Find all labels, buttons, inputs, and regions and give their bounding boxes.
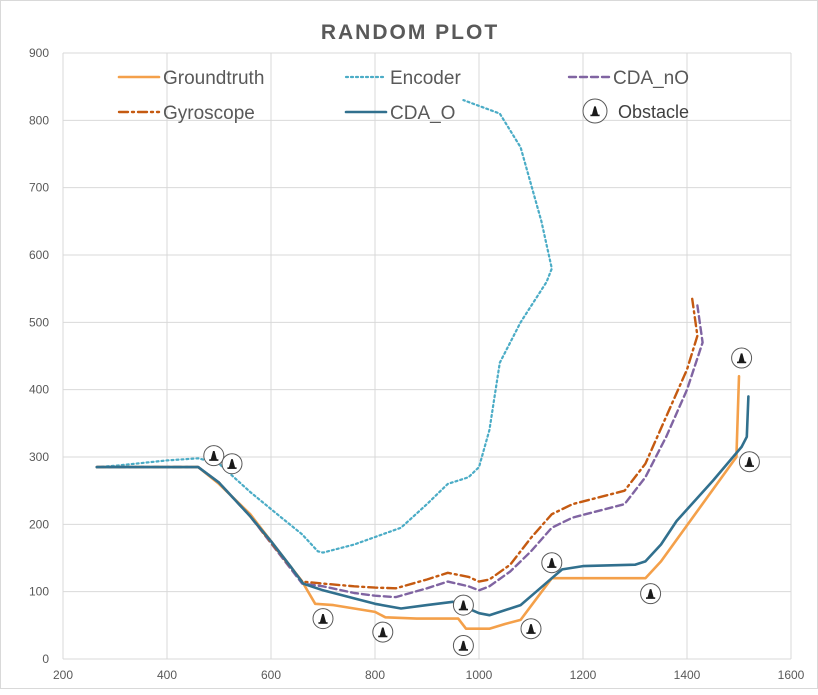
obstacle-icon bbox=[452, 635, 474, 657]
y-tick-label: 300 bbox=[29, 450, 49, 464]
obstacle-icon bbox=[738, 451, 760, 473]
obstacle-cone bbox=[210, 451, 217, 460]
obstacle-base bbox=[378, 635, 388, 638]
y-tick-label: 700 bbox=[29, 181, 49, 195]
y-tick-label: 200 bbox=[29, 517, 49, 531]
obstacle-cone bbox=[591, 106, 599, 116]
obstacle-cone bbox=[460, 640, 467, 650]
x-tick-label: 1600 bbox=[778, 668, 805, 682]
obstacles-layer bbox=[203, 347, 760, 657]
obstacle-icon bbox=[221, 453, 243, 475]
axes: 200 400 600 800 1000 1200 1400 1600 0 100 200 300 40… bbox=[29, 46, 805, 682]
legend-label: Groundtruth bbox=[163, 68, 264, 89]
obstacle-icon bbox=[541, 552, 563, 574]
obstacle-base bbox=[744, 465, 754, 467]
series-line-cda-o bbox=[95, 395, 750, 617]
series-line-cda-no bbox=[95, 304, 704, 599]
obstacle-base bbox=[458, 608, 468, 611]
legend-label: CDA_O bbox=[390, 103, 455, 124]
obstacle-base bbox=[547, 566, 557, 568]
obstacle-base bbox=[318, 622, 328, 624]
obstacle-icon bbox=[312, 608, 334, 630]
y-tick-label: 0 bbox=[42, 652, 49, 666]
obstacle-base bbox=[646, 597, 656, 599]
obstacle-cone bbox=[319, 614, 327, 623]
y-tick-label: 100 bbox=[29, 585, 49, 599]
y-tick-label: 800 bbox=[29, 113, 49, 127]
chart-title: RANDOM PLOT bbox=[321, 21, 499, 44]
obstacle-icon bbox=[203, 445, 225, 467]
obstacle-cone bbox=[647, 589, 654, 598]
obstacle-cone bbox=[746, 457, 753, 466]
obstacle-base bbox=[209, 459, 219, 461]
obstacle-icon bbox=[372, 621, 394, 643]
obstacle-icon bbox=[520, 618, 542, 640]
y-tick-label: 900 bbox=[29, 46, 49, 60]
obstacle-icon bbox=[640, 583, 662, 605]
x-tick-label: 400 bbox=[157, 668, 177, 682]
legend-label: CDA_nO bbox=[613, 68, 689, 89]
obstacle-base bbox=[227, 467, 237, 469]
series-line-gyroscope bbox=[95, 297, 699, 590]
y-tick-label: 400 bbox=[29, 383, 49, 397]
series-layer bbox=[95, 99, 750, 630]
legend-label: Gyroscope bbox=[163, 103, 255, 124]
y-tick-label: 600 bbox=[29, 248, 49, 262]
obstacle-icon bbox=[452, 594, 474, 616]
y-tick-label: 500 bbox=[29, 315, 49, 329]
x-tick-label: 600 bbox=[261, 668, 281, 682]
x-tick-label: 200 bbox=[53, 668, 73, 682]
x-tick-label: 1200 bbox=[570, 668, 597, 682]
legend-label: Encoder bbox=[390, 68, 461, 89]
obstacle-cone bbox=[460, 600, 467, 610]
grid bbox=[62, 52, 792, 660]
obstacle-base bbox=[526, 632, 536, 634]
obstacle-base bbox=[458, 649, 468, 651]
x-tick-label: 1400 bbox=[674, 668, 701, 682]
obstacle-cone bbox=[379, 627, 386, 637]
series-line-encoder bbox=[95, 99, 553, 554]
obstacle-base bbox=[590, 114, 600, 117]
obstacle-icon bbox=[582, 98, 608, 124]
obstacle-cone bbox=[548, 558, 555, 567]
obstacle-cone bbox=[738, 353, 745, 363]
obstacle-icon bbox=[731, 347, 753, 369]
x-tick-label: 1000 bbox=[466, 668, 493, 682]
x-tick-label: 800 bbox=[365, 668, 385, 682]
legend-label: Obstacle bbox=[618, 102, 689, 122]
obstacle-base bbox=[737, 361, 747, 364]
legend: Groundtruth Encoder CDA_nO Gyroscope CDA_O Ob… bbox=[117, 68, 689, 124]
obstacle-cone bbox=[527, 624, 535, 633]
obstacle-cone bbox=[228, 459, 236, 468]
